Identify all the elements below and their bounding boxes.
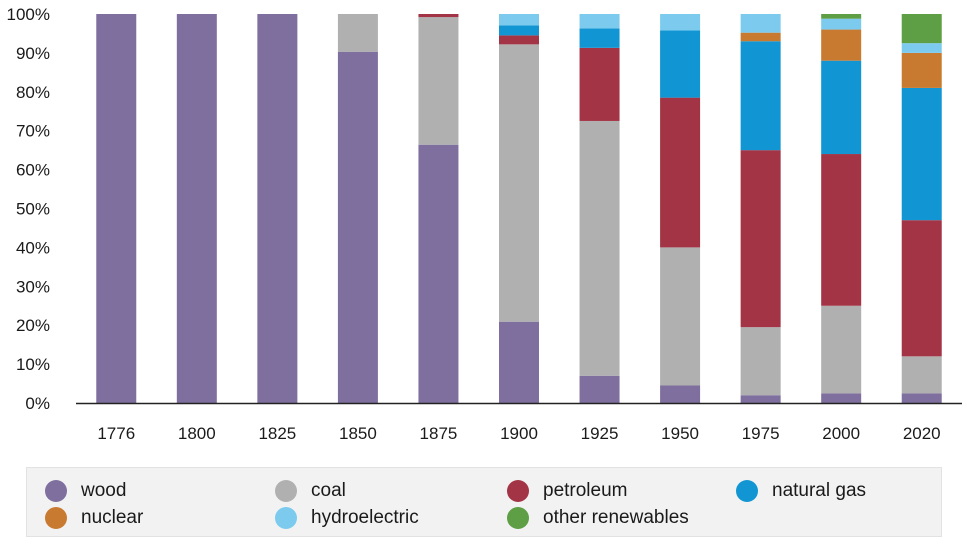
bar-segment-petroleum-2020 (901, 220, 942, 357)
legend-swatch (507, 507, 529, 529)
x-tick-label: 1825 (258, 424, 296, 443)
bar-segment-wood-1925 (579, 375, 620, 403)
bar-segment-coal-1950 (660, 247, 701, 386)
x-tick-label: 1975 (742, 424, 780, 443)
bar-segment-petroleum-2000 (821, 154, 862, 306)
bar-segment-petroleum-1900 (499, 35, 539, 45)
bar-segment-petroleum-1975 (740, 150, 781, 328)
x-tick-label: 1950 (661, 424, 699, 443)
y-tick-label: 50% (16, 200, 50, 219)
bar-segment-wood-1975 (740, 395, 781, 403)
bar-segment-hydroelectric-1900 (499, 14, 539, 26)
bar-segment-coal-1925 (579, 120, 620, 376)
y-tick-label: 70% (16, 122, 50, 141)
bars-group (96, 14, 942, 403)
bar-segment-nuclear-1975 (740, 32, 781, 42)
bar-segment-hydroelectric-1925 (579, 14, 620, 29)
legend-swatch (45, 480, 67, 502)
legend-label: nuclear (81, 507, 144, 528)
bar-segment-hydroelectric-2000 (821, 18, 862, 30)
legend: wood coal petroleum natural gas nuclear hydro… (26, 467, 942, 537)
bar-segment-petroleum-1875 (418, 14, 459, 18)
legend-label: petroleum (543, 480, 628, 501)
bar-segment-hydroelectric-1950 (660, 14, 701, 31)
y-tick-label: 80% (16, 83, 50, 102)
stacked-bar-chart: 0% 10% 20% 30% 40% 50% 60% 70% 80% 90% 100% 1776 18… (7, 5, 962, 443)
bar-segment-wood-2000 (821, 393, 862, 403)
legend-item-other-renewables: other renewables (507, 505, 689, 531)
x-tick-label: 1875 (420, 424, 458, 443)
bar-segment-natural-gas-1975 (740, 41, 781, 151)
bar-segment-wood-1950 (660, 385, 701, 403)
bar-segment-petroleum-1950 (660, 97, 701, 248)
bar-segment-coal-1975 (740, 327, 781, 396)
bar-segment-coal-2000 (821, 305, 862, 394)
x-tick-label: 1925 (581, 424, 619, 443)
legend-item-petroleum: petroleum (507, 478, 628, 504)
bar-segment-coal-1900 (499, 44, 539, 322)
bar-segment-nuclear-2020 (901, 52, 942, 88)
bar-segment-hydroelectric-2020 (901, 43, 942, 53)
bar-segment-natural-gas-1925 (579, 28, 620, 48)
bar-segment-natural-gas-1950 (660, 30, 701, 98)
legend-item-nuclear: nuclear (45, 505, 143, 531)
y-tick-label: 0% (25, 394, 50, 413)
legend-swatch (275, 507, 297, 529)
bar-segment-natural-gas-2000 (821, 60, 862, 155)
legend-label: wood (81, 480, 127, 501)
y-tick-label: 20% (16, 316, 50, 335)
bar-segment-wood-2020 (901, 393, 942, 403)
x-tick-labels: 1776 1800 1825 1850 1875 1900 1925 1950 1975 2000… (97, 424, 940, 443)
legend-item-natural-gas: natural gas (736, 478, 866, 504)
legend-swatch (45, 507, 67, 529)
bar-segment-coal-1850 (337, 14, 378, 52)
y-tick-label: 90% (16, 44, 50, 63)
bar-segment-wood-1776 (96, 14, 137, 403)
x-tick-label: 1800 (178, 424, 216, 443)
bar-segment-nuclear-2000 (821, 29, 862, 61)
y-tick-labels: 0% 10% 20% 30% 40% 50% 60% 70% 80% 90% 100% (7, 5, 50, 413)
legend-label: hydroelectric (311, 507, 419, 528)
bar-segment-wood-1850 (337, 51, 378, 403)
legend-item-hydroelectric: hydroelectric (275, 505, 419, 531)
bar-segment-natural-gas-1900 (499, 25, 539, 36)
y-tick-label: 40% (16, 238, 50, 257)
y-tick-label: 100% (7, 5, 50, 24)
bar-segment-wood-1875 (418, 144, 459, 403)
legend-label: natural gas (772, 480, 867, 501)
bar-segment-other-renewables-2000 (821, 14, 862, 19)
bar-segment-coal-2020 (901, 356, 942, 394)
legend-item-coal: coal (275, 478, 346, 504)
legend-swatch (275, 480, 297, 502)
bar-segment-coal-1875 (418, 17, 459, 145)
bar-segment-hydroelectric-1975 (740, 14, 781, 33)
x-tick-label: 2000 (822, 424, 860, 443)
bar-segment-wood-1900 (499, 321, 539, 403)
legend-label: coal (311, 480, 346, 501)
bar-segment-wood-1825 (257, 14, 298, 403)
y-tick-label: 10% (16, 355, 50, 374)
legend-swatch (507, 480, 529, 502)
x-tick-label: 1776 (97, 424, 135, 443)
x-tick-label: 1850 (339, 424, 377, 443)
x-tick-label: 1900 (500, 424, 538, 443)
bar-segment-petroleum-1925 (579, 47, 620, 121)
legend-item-wood: wood (45, 478, 126, 504)
y-tick-label: 60% (16, 161, 50, 180)
legend-label: other renewables (543, 507, 689, 528)
y-tick-label: 30% (16, 277, 50, 296)
bar-segment-other-renewables-2020 (901, 14, 942, 44)
legend-swatch (736, 480, 758, 502)
bar-segment-natural-gas-2020 (901, 87, 942, 221)
x-tick-label: 2020 (903, 424, 941, 443)
bar-segment-wood-1800 (176, 14, 217, 403)
